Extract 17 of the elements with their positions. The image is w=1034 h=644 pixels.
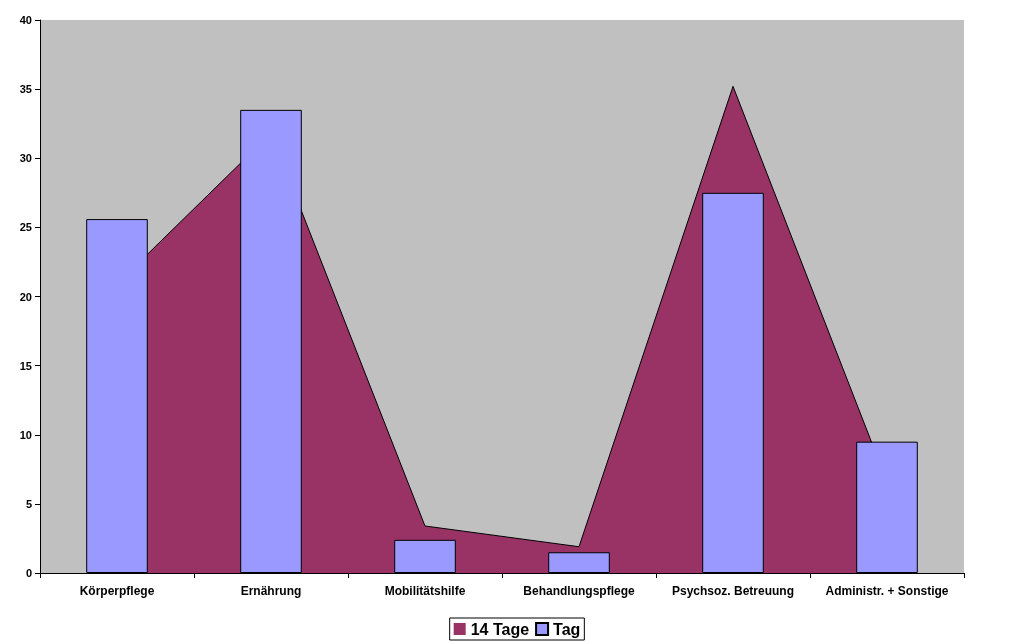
y-tick-label: 40: [19, 14, 32, 26]
x-tick-label: Körperpflege: [79, 584, 155, 598]
legend-label: 14 Tage: [470, 620, 530, 638]
y-tick-label: 5: [25, 497, 32, 510]
x-tick-label: Behandlungspflege: [523, 584, 635, 598]
x-tick-label: Psychsoz. Betreuung: [671, 584, 795, 598]
x-tick-label: Ernährung: [240, 584, 302, 598]
y-tick-label: 25: [19, 221, 32, 234]
y-tick-label: 15: [19, 359, 32, 372]
y-tick-label: 30: [19, 152, 32, 165]
y-tick-label: 35: [19, 83, 32, 96]
legend-label: Tag: [553, 620, 581, 638]
y-tick-label: 20: [19, 290, 32, 303]
x-tick-label: Administr. + Sonstige: [825, 584, 949, 598]
x-tick-label: Mobilitätshilfe: [384, 584, 466, 598]
y-tick-label: 0: [25, 567, 32, 579]
y-tick-label: 10: [19, 428, 32, 441]
